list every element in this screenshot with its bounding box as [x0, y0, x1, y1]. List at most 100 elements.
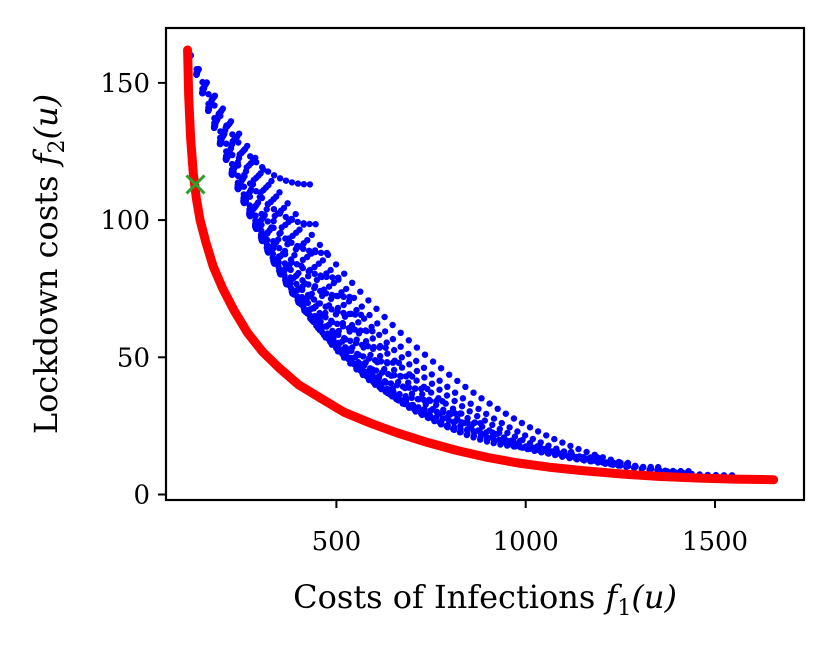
data-point: [341, 313, 349, 320]
point-family-9: [187, 52, 403, 366]
data-point: [458, 403, 466, 410]
data-point: [406, 371, 413, 378]
data-point: [311, 270, 318, 277]
data-point: [360, 344, 367, 351]
data-point: [335, 327, 342, 335]
data-point: [334, 320, 341, 327]
data-point: [599, 454, 606, 461]
data-point: [362, 338, 370, 345]
data-point: [219, 105, 227, 112]
data-point: [362, 327, 369, 334]
data-point: [436, 386, 443, 393]
data-point: [553, 445, 560, 452]
data-point: [419, 391, 426, 398]
x-axis: 500 1000 1500: [312, 500, 748, 557]
data-point: [355, 351, 363, 359]
x-tick-label: 1500: [682, 527, 748, 557]
data-point: [437, 365, 445, 372]
data-point: [293, 280, 300, 288]
point-family-10: [187, 52, 416, 380]
data-point: [244, 142, 251, 150]
data-point: [592, 457, 599, 464]
data-point: [318, 292, 326, 300]
data-point: [304, 237, 311, 244]
data-point: [335, 276, 342, 283]
data-point: [449, 405, 457, 412]
data-point: [415, 396, 423, 403]
data-point: [350, 294, 358, 302]
data-point: [551, 435, 558, 443]
data-point: [389, 385, 396, 392]
data-point: [456, 429, 464, 436]
data-point: [276, 175, 284, 182]
data-point: [203, 79, 210, 86]
point-family-15: [187, 52, 503, 436]
data-point: [319, 257, 327, 264]
data-point: [447, 411, 454, 418]
data-point: [234, 172, 242, 180]
data-point: [296, 226, 303, 233]
data-point: [398, 354, 405, 361]
data-point: [496, 425, 503, 433]
point-family-2: [187, 52, 319, 228]
data-point: [260, 166, 267, 173]
data-point: [339, 319, 346, 327]
y-tick-label: 100: [100, 206, 150, 236]
data-point: [376, 331, 383, 339]
data-point: [254, 199, 262, 206]
data-point: [318, 273, 325, 281]
data-point: [421, 374, 428, 381]
data-point: [382, 344, 389, 351]
data-point: [374, 320, 381, 327]
data-point: [311, 247, 319, 254]
data-point: [471, 419, 479, 426]
data-point: [478, 395, 485, 402]
data-point: [357, 288, 364, 295]
data-point: [428, 371, 435, 378]
data-point: [333, 292, 340, 300]
data-point: [308, 290, 315, 297]
data-point: [368, 323, 375, 331]
data-point: [405, 350, 412, 358]
data-point: [568, 450, 575, 458]
data-point: [506, 424, 513, 431]
data-point: [353, 306, 360, 314]
data-point: [450, 426, 457, 433]
data-point: [423, 411, 430, 418]
data-point: [406, 361, 413, 368]
data-point: [284, 241, 291, 248]
data-point: [443, 422, 450, 430]
data-point: [264, 168, 272, 175]
data-point: [467, 400, 474, 407]
data-point: [395, 378, 402, 386]
data-point: [583, 448, 590, 456]
data-point: [442, 400, 449, 407]
data-point: [396, 391, 403, 398]
data-point: [443, 392, 451, 399]
data-point: [341, 270, 348, 277]
data-point: [413, 367, 421, 375]
data-point: [292, 210, 299, 218]
data-point: [413, 377, 420, 384]
data-point: [270, 218, 277, 225]
data-point: [534, 428, 542, 435]
data-point: [433, 401, 440, 409]
data-point: [451, 397, 458, 405]
data-point: [599, 459, 607, 466]
data-point: [405, 379, 412, 386]
data-point: [384, 350, 391, 357]
data-point: [306, 266, 314, 274]
y-tick-label: 150: [100, 69, 150, 99]
data-point: [511, 433, 519, 440]
data-point: [648, 465, 655, 473]
data-point: [280, 204, 288, 212]
data-point: [457, 410, 464, 417]
data-point: [312, 221, 319, 228]
data-point: [494, 405, 501, 412]
data-point: [408, 390, 416, 397]
data-point: [510, 415, 518, 422]
data-point: [486, 400, 493, 407]
data-point: [294, 218, 301, 226]
data-point: [391, 346, 398, 354]
point-family-19: [187, 52, 601, 461]
